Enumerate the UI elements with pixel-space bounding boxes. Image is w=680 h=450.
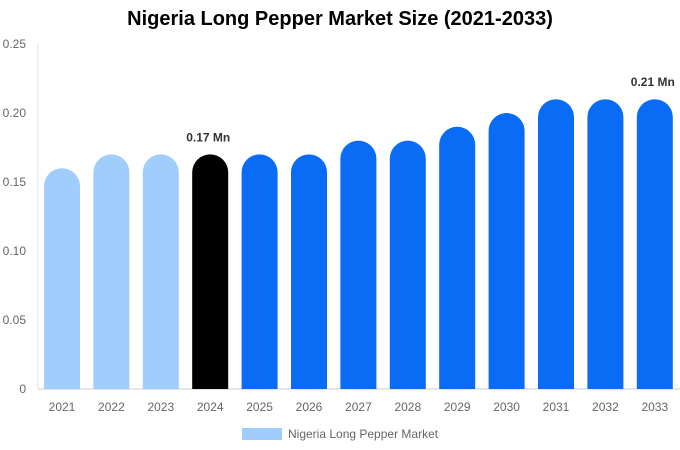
data-labels-group: 0.17 Mn 0.21 Mn xyxy=(186,75,675,144)
bar-2027 xyxy=(340,140,377,389)
bar-2029 xyxy=(439,126,476,389)
x-tick-label: 2026 xyxy=(296,400,323,414)
legend-label: Nigeria Long Pepper Market xyxy=(288,427,439,441)
bars-group xyxy=(44,99,673,390)
bar-2032 xyxy=(587,99,624,389)
bar-2030 xyxy=(488,113,525,390)
x-tick-label: 2029 xyxy=(444,400,471,414)
x-tick-label: 2030 xyxy=(493,400,520,414)
x-tick-label: 2027 xyxy=(345,400,372,414)
x-tick-label: 2031 xyxy=(543,400,570,414)
bar-2031 xyxy=(538,99,574,389)
y-axis-ticks: 0 0.05 0.10 0.15 0.20 0.25 xyxy=(3,37,27,396)
bar-2028 xyxy=(389,140,426,389)
bar-2033 xyxy=(636,99,673,389)
x-tick-label: 2024 xyxy=(197,400,224,414)
x-tick-label: 2022 xyxy=(98,400,125,414)
bar-2021 xyxy=(44,168,80,389)
bar-2025 xyxy=(241,154,278,389)
x-tick-label: 2025 xyxy=(246,400,273,414)
x-tick-label: 2023 xyxy=(147,400,174,414)
y-tick-label: 0 xyxy=(19,382,26,396)
bar-2024 xyxy=(192,154,229,389)
y-tick-label: 0.25 xyxy=(3,37,27,51)
x-tick-label: 2032 xyxy=(592,400,619,414)
data-label: 0.17 Mn xyxy=(186,130,230,144)
bar-2022 xyxy=(93,154,130,389)
chart-title: Nigeria Long Pepper Market Size (2021-20… xyxy=(127,8,553,30)
legend: Nigeria Long Pepper Market xyxy=(242,425,438,443)
y-tick-label: 0.05 xyxy=(3,313,27,327)
y-tick-label: 0.20 xyxy=(3,106,27,120)
x-axis-ticks: 2021 2022 2023 2024 2025 2026 2027 2028 2029 2030… xyxy=(49,400,669,414)
bar-2026 xyxy=(291,154,327,389)
y-tick-label: 0.10 xyxy=(3,244,27,258)
bar-2023 xyxy=(142,154,179,389)
data-label: 0.21 Mn xyxy=(631,75,675,89)
y-tick-label: 0.15 xyxy=(3,175,27,189)
x-tick-label: 2021 xyxy=(49,400,76,414)
x-tick-label: 2033 xyxy=(641,400,668,414)
x-tick-label: 2028 xyxy=(394,400,421,414)
legend-swatch xyxy=(242,428,282,440)
